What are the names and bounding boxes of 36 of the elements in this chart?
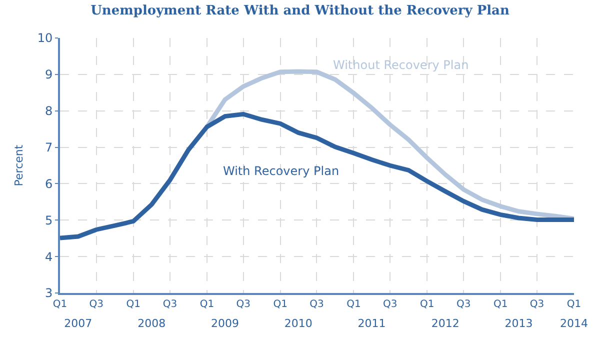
x2-tick-label: 2012 (431, 317, 460, 330)
x2-tick-label: 2013 (504, 317, 533, 330)
x2-tick-label: 2007 (64, 317, 92, 330)
x-tick-label: Q3 (236, 299, 250, 310)
x2-tick-label: 2008 (138, 317, 166, 330)
x-tick-label: Q1 (200, 299, 214, 310)
x-tick-label: Q3 (162, 299, 178, 310)
y-tick-label: 7 (44, 140, 53, 154)
x-tick-label: Q1 (346, 299, 361, 310)
x2-tick-label: 2014 (560, 317, 588, 330)
y-tick-label: 4 (44, 250, 53, 264)
x-tick-label: Q1 (126, 299, 140, 310)
x-tick-label: Q1 (52, 299, 68, 310)
x2-tick-label: 2010 (284, 317, 312, 330)
chart-title: Unemployment Rate With and Without the Recovery Plan (90, 3, 510, 18)
y-tick-label: 9 (44, 68, 53, 82)
series-label: Without Recovery Plan (333, 58, 469, 72)
x2-tick-label: 2009 (211, 317, 240, 330)
x-tick-label: Q1 (420, 299, 434, 310)
line-series (60, 112, 574, 240)
y-tick-label: 10 (37, 31, 53, 46)
series-label: With Recovery Plan (223, 164, 340, 178)
y-tick-label: 6 (44, 176, 53, 191)
y-axis-title: Percent (12, 144, 26, 186)
x-tick-label: Q3 (456, 299, 471, 310)
x-tick-label: Q3 (89, 299, 104, 310)
x2-tick-label: 2011 (358, 317, 386, 330)
y-tick-label: 3 (44, 286, 53, 300)
x-tick-label: Q1 (494, 299, 508, 310)
y-tick-label: 8 (44, 104, 53, 118)
y-tick-label: 5 (44, 213, 53, 228)
x-tick-label: Q3 (310, 299, 324, 310)
x-tick-label: Q1 (273, 299, 288, 310)
x-tick-label: Q3 (382, 299, 398, 310)
x-tick-label: Q3 (530, 299, 544, 310)
x-tick-label: Q1 (566, 299, 582, 310)
